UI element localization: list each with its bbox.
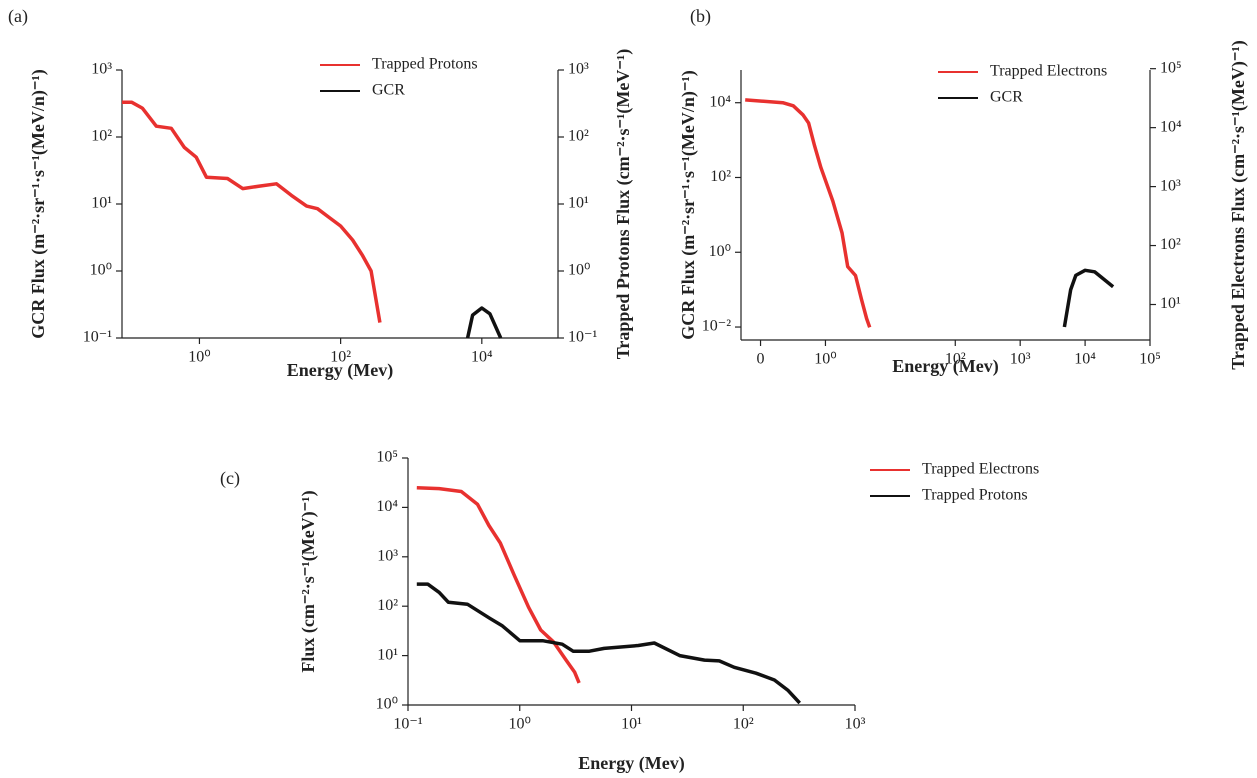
x-tick-label: 0 xyxy=(757,351,765,368)
y-tick-label: 10² xyxy=(91,128,112,145)
panel-label: (a) xyxy=(8,6,28,27)
x-tick-label: 10² xyxy=(330,349,351,366)
y-tick-label: 10⁻² xyxy=(702,318,731,335)
y-tick-label: 10⁴ xyxy=(709,93,731,110)
y-tick-label: 10⁻¹ xyxy=(83,329,112,346)
y2-tick-label: 10³ xyxy=(568,61,589,78)
panel-label: (b) xyxy=(690,6,711,27)
y-tick-label: 10⁴ xyxy=(376,498,398,515)
y2-tick-label: 10¹ xyxy=(1160,295,1181,312)
y2-tick-label: 10³ xyxy=(1160,177,1181,194)
y2-tick-label: 10⁵ xyxy=(1160,59,1182,76)
x-tick-label: 10⁰ xyxy=(509,716,531,733)
y2-tick-label: 10⁴ xyxy=(1160,118,1182,135)
y-axis-title: GCR Flux (m⁻²·sr⁻¹·s⁻¹(MeV/n)⁻¹) xyxy=(678,70,699,340)
y-tick-label: 10³ xyxy=(377,547,398,564)
x-tick-label: 10⁰ xyxy=(814,351,836,368)
series-line xyxy=(465,306,503,339)
x-tick-label: 10⁴ xyxy=(471,349,493,366)
y2-tick-label: 10¹ xyxy=(568,195,589,212)
y2-tick-label: 10² xyxy=(568,128,589,145)
y-tick-label: 10⁰ xyxy=(90,262,112,279)
legend-label: GCR xyxy=(372,82,405,99)
x-axis-title: Energy (Mev) xyxy=(892,356,998,377)
x-tick-label: 10² xyxy=(733,716,754,733)
series-line xyxy=(416,485,581,684)
y2-axis-title: Trapped Protons Flux (cm⁻²·s⁻¹(MeV⁻¹) xyxy=(613,49,634,360)
y-axis-title: Flux (cm⁻²·s⁻¹(MeV)⁻¹) xyxy=(298,490,319,672)
x-tick-label: 10³ xyxy=(845,716,866,733)
x-tick-label: 10³ xyxy=(1010,351,1031,368)
series-line xyxy=(416,582,801,705)
legend-label: Trapped Electrons xyxy=(990,63,1107,80)
legend-label: Trapped Electrons xyxy=(922,461,1039,478)
y2-tick-label: 10⁰ xyxy=(568,262,590,279)
legend-label: Trapped Protons xyxy=(922,487,1028,504)
x-tick-label: 10² xyxy=(945,351,966,368)
y2-tick-label: 10⁻¹ xyxy=(568,329,597,346)
x-tick-label: 10⁰ xyxy=(188,349,210,366)
x-tick-label: 10⁵ xyxy=(1139,351,1161,368)
y2-axis-title: Trapped Electrons Flux (cm⁻²·s⁻¹(MeV)⁻¹) xyxy=(1228,40,1249,369)
x-axis-title: Energy (Mev) xyxy=(287,360,393,381)
y-tick-label: 10³ xyxy=(91,61,112,78)
y-tick-label: 10⁵ xyxy=(376,449,398,466)
y-tick-label: 10¹ xyxy=(377,646,398,663)
x-tick-label: 10⁴ xyxy=(1074,351,1096,368)
series-line xyxy=(745,98,872,328)
x-tick-label: 10¹ xyxy=(621,716,642,733)
y-tick-label: 10¹ xyxy=(91,195,112,212)
y-axis-title: GCR Flux (m⁻²·sr⁻¹·s⁻¹(MeV/n)⁻¹) xyxy=(28,69,49,339)
series-line xyxy=(1062,268,1115,328)
x-axis-title: Energy (Mev) xyxy=(578,753,684,774)
y2-tick-label: 10² xyxy=(1160,236,1181,253)
legend-label: Trapped Protons xyxy=(372,56,478,73)
y-tick-label: 10⁰ xyxy=(709,243,731,260)
y-tick-label: 10² xyxy=(710,168,731,185)
series-line xyxy=(122,100,382,323)
y-tick-label: 10² xyxy=(377,597,398,614)
y-tick-label: 10⁰ xyxy=(376,696,398,713)
legend-label: GCR xyxy=(990,89,1023,106)
panel-label: (c) xyxy=(220,468,240,489)
x-tick-label: 10⁻¹ xyxy=(393,716,422,733)
